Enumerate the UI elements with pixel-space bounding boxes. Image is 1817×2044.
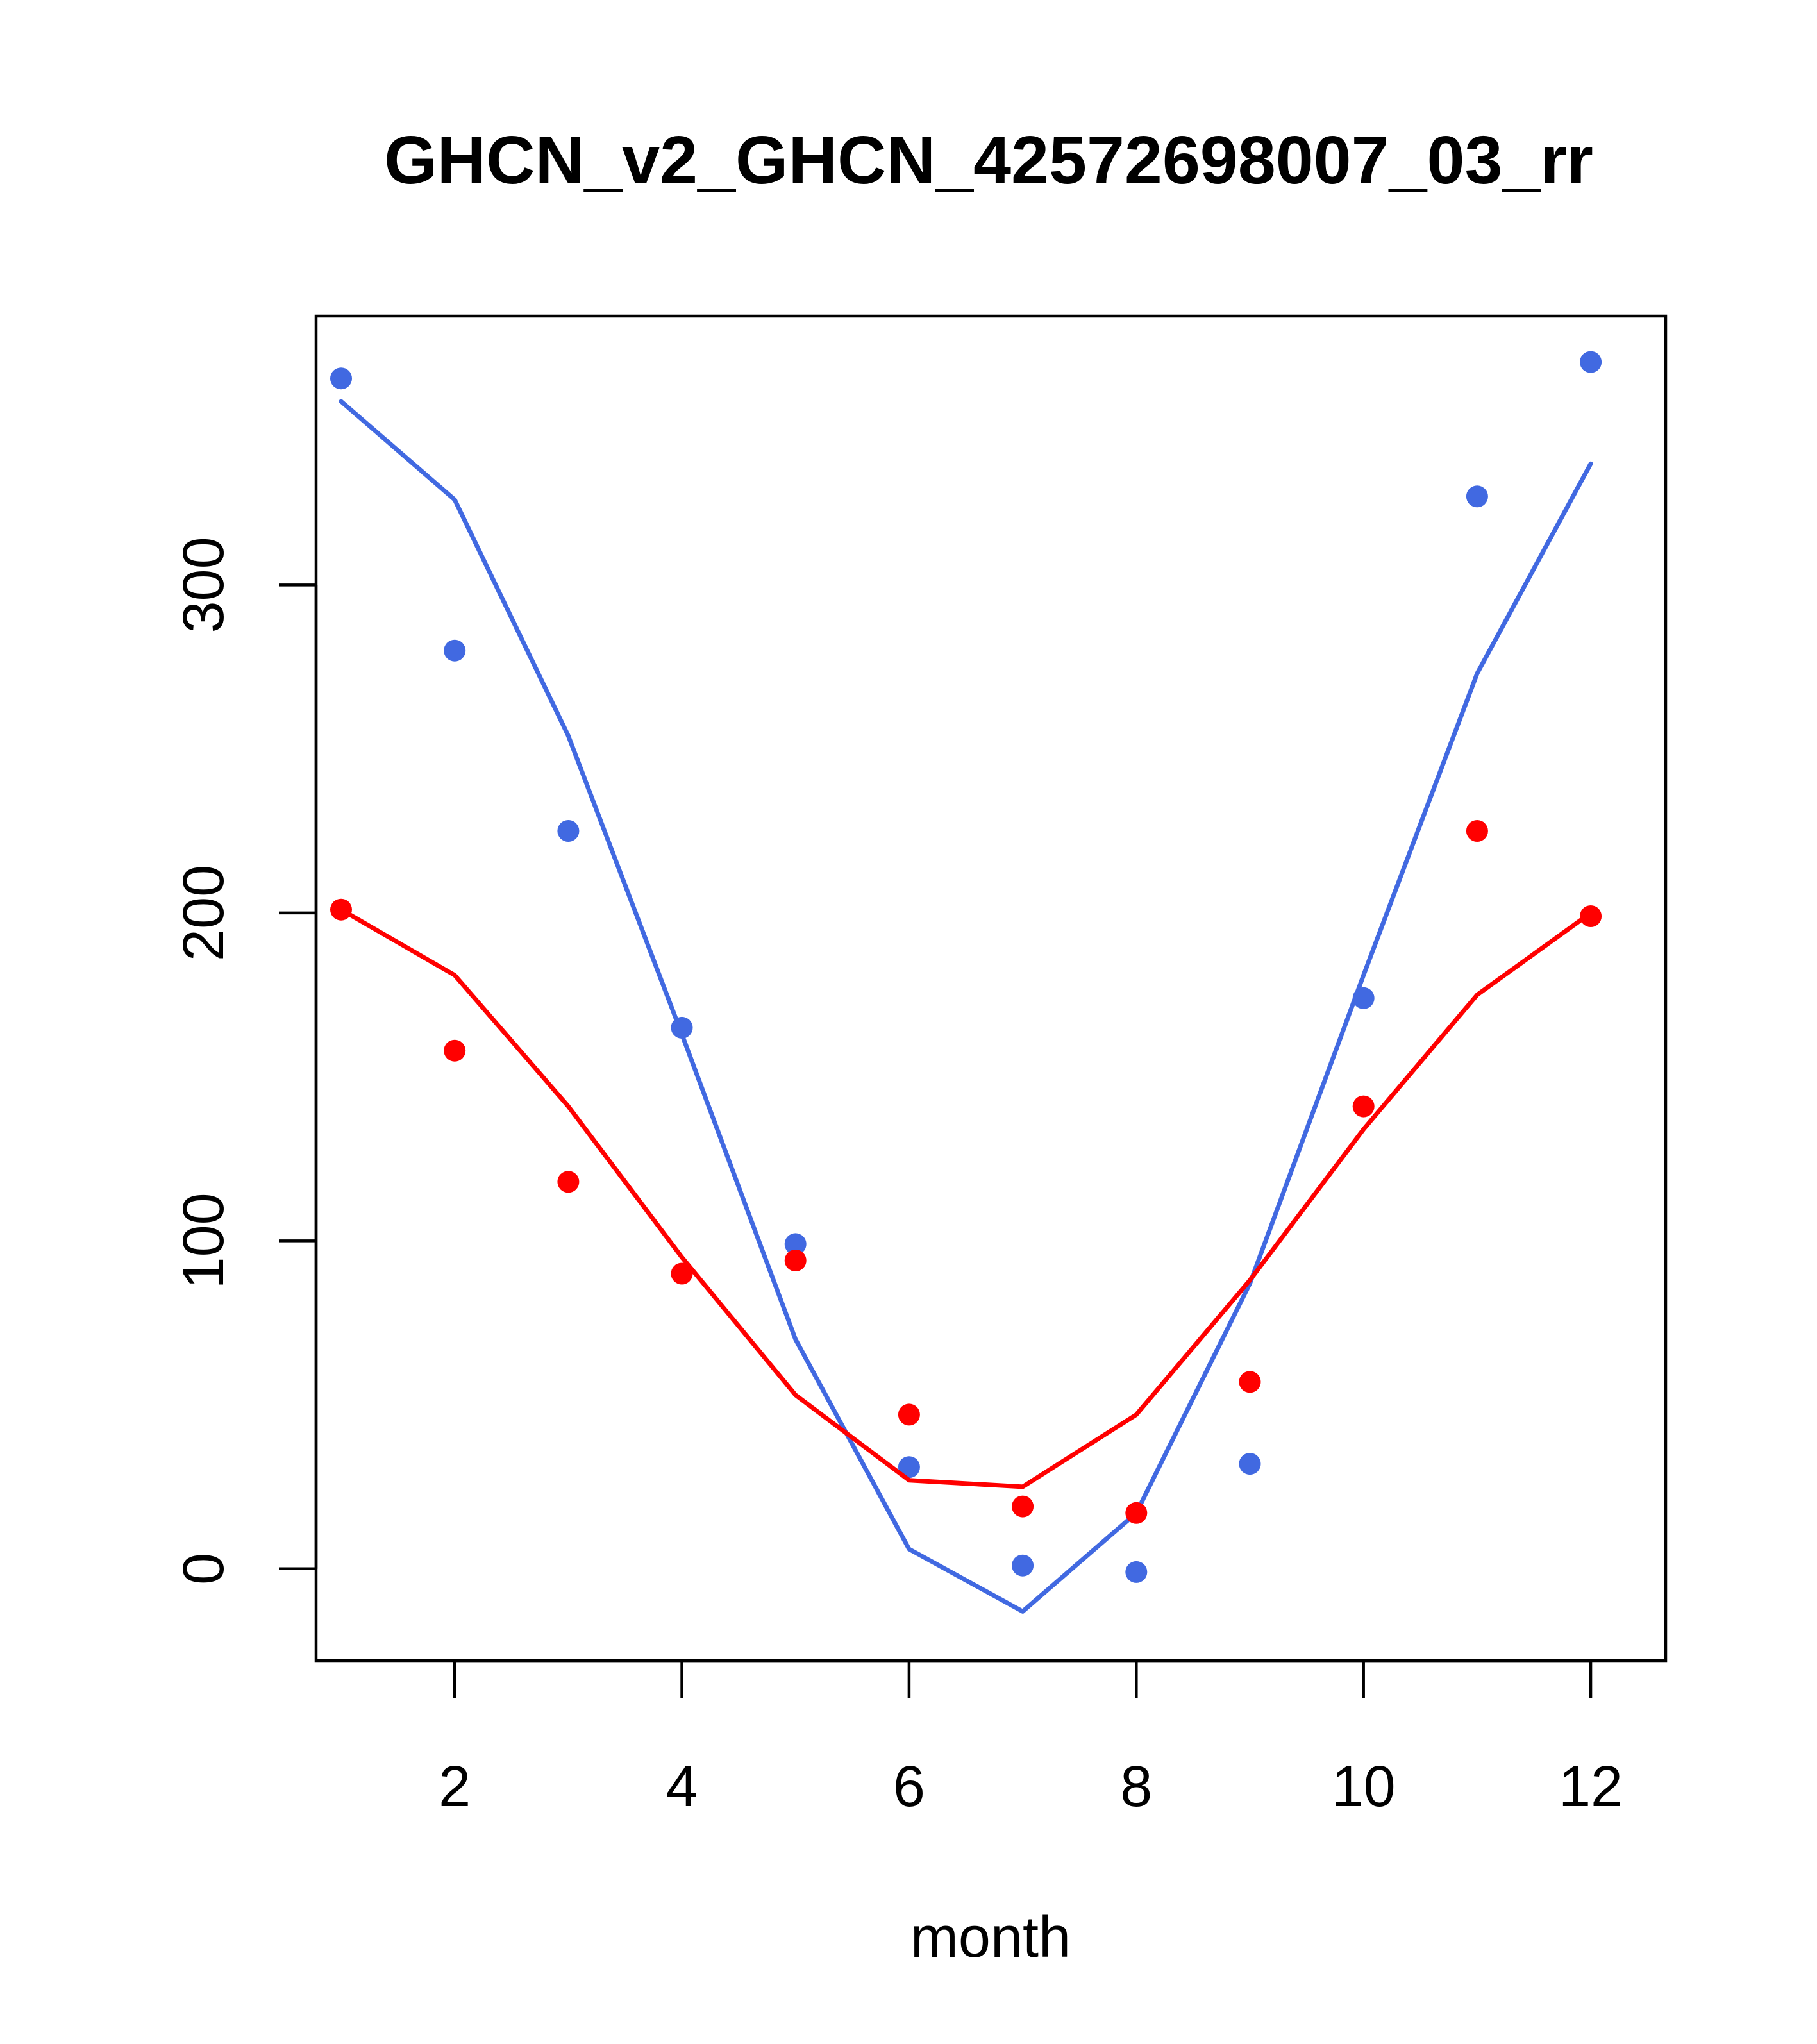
series-2 (330, 820, 1602, 1524)
data-point (1125, 1561, 1148, 1583)
data-point (1466, 485, 1488, 508)
data-point (1352, 987, 1375, 1009)
x-tick-label: 10 (1332, 1755, 1396, 1819)
data-point (444, 1039, 466, 1062)
data-point (1012, 1495, 1034, 1518)
series-line (339, 399, 1593, 1614)
data-point (1239, 1371, 1261, 1393)
series-layer (330, 351, 1602, 1614)
data-point (330, 367, 352, 390)
y-tick-label: 100 (172, 1193, 236, 1289)
data-point (784, 1250, 807, 1271)
data-point (671, 1016, 693, 1039)
chart-title: GHCN_v2_GHCN_42572698007_03_rr (384, 122, 1593, 198)
y-tick-label: 200 (172, 865, 236, 961)
x-tick-label: 12 (1559, 1755, 1623, 1819)
y-tick-label: 300 (172, 537, 236, 633)
data-point (1580, 351, 1602, 373)
data-point (1352, 1095, 1375, 1118)
y-axis: 0 100 200 300 (172, 537, 318, 1585)
data-point (898, 1403, 920, 1426)
y-tick-label: 0 (172, 1553, 236, 1585)
x-axis: 2 4 6 8 10 12 (439, 1659, 1623, 1819)
x-axis-label: month (910, 1906, 1071, 1970)
x-tick-label: 6 (893, 1755, 925, 1819)
data-point (1580, 905, 1602, 927)
data-point (557, 1171, 580, 1193)
series-line (339, 907, 1593, 1489)
data-point (784, 1233, 807, 1255)
data-point (1466, 820, 1488, 842)
x-tick-label: 4 (666, 1755, 698, 1819)
data-point (1239, 1453, 1261, 1475)
data-point (1125, 1502, 1148, 1524)
data-point (671, 1262, 693, 1285)
x-tick-label: 2 (439, 1755, 471, 1819)
data-point (898, 1456, 920, 1479)
data-point (557, 820, 580, 842)
x-tick-label: 8 (1120, 1755, 1152, 1819)
data-point (444, 639, 466, 662)
data-point (1012, 1554, 1034, 1577)
data-point (330, 898, 352, 921)
series-1 (330, 351, 1602, 1614)
